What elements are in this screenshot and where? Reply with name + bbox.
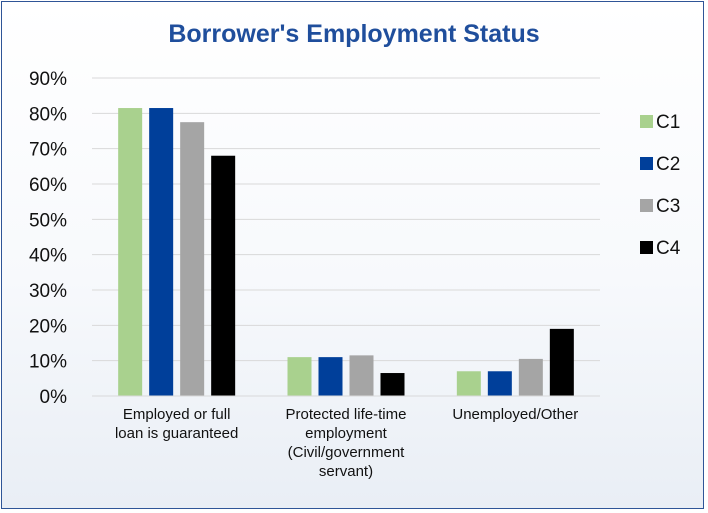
bar-c1 [456, 371, 481, 396]
category-label: Employed or full [123, 406, 231, 423]
category-label: loan is guaranteed [115, 425, 238, 442]
y-tick-label: 30% [29, 281, 67, 302]
legend-swatch-c4 [640, 241, 653, 254]
legend: C1 C2 C3 C4 [640, 112, 681, 259]
bar-c4 [549, 328, 574, 396]
bar-c4 [211, 155, 236, 396]
bar-c3 [349, 355, 374, 396]
y-tick-label: 40% [29, 246, 67, 267]
bar-c4 [380, 373, 405, 396]
category-label: Unemployed/Other [452, 406, 578, 423]
bar-c1 [118, 108, 143, 397]
y-axis: 0% 10% 20% 30% 40% 50% 60% 70% 80% 90% [29, 69, 67, 408]
y-tick-label: 80% [29, 104, 67, 125]
legend-label-c2: C2 [656, 154, 680, 175]
legend-swatch-c1 [640, 115, 653, 128]
bar-c2 [318, 357, 343, 396]
bar-c2 [487, 371, 512, 396]
category-label: servant) [319, 463, 373, 480]
category-label: employment [305, 425, 388, 442]
y-tick-label: 60% [29, 175, 67, 196]
category-label: (Civil/government [288, 444, 406, 461]
y-tick-label: 20% [29, 316, 67, 337]
y-tick-label: 50% [29, 210, 67, 231]
legend-swatch-c2 [640, 157, 653, 170]
y-tick-label: 10% [29, 352, 67, 373]
y-tick-label: 70% [29, 140, 67, 161]
legend-swatch-c3 [640, 199, 653, 212]
gridlines [92, 77, 600, 362]
bar-c2 [149, 108, 174, 397]
bars [118, 108, 574, 397]
y-tick-label: 0% [40, 387, 68, 408]
legend-label-c4: C4 [656, 238, 681, 259]
bar-c3 [180, 122, 205, 397]
y-tick-label: 90% [29, 69, 67, 90]
category-label: Protected life-time [286, 406, 407, 423]
x-axis: Employed or full loan is guaranteed Protec… [92, 395, 600, 480]
bar-c3 [518, 358, 543, 396]
bar-c1 [287, 357, 312, 396]
legend-label-c3: C3 [656, 196, 680, 217]
chart-title: Borrower's Employment Status [168, 20, 540, 48]
legend-label-c1: C1 [656, 112, 680, 133]
